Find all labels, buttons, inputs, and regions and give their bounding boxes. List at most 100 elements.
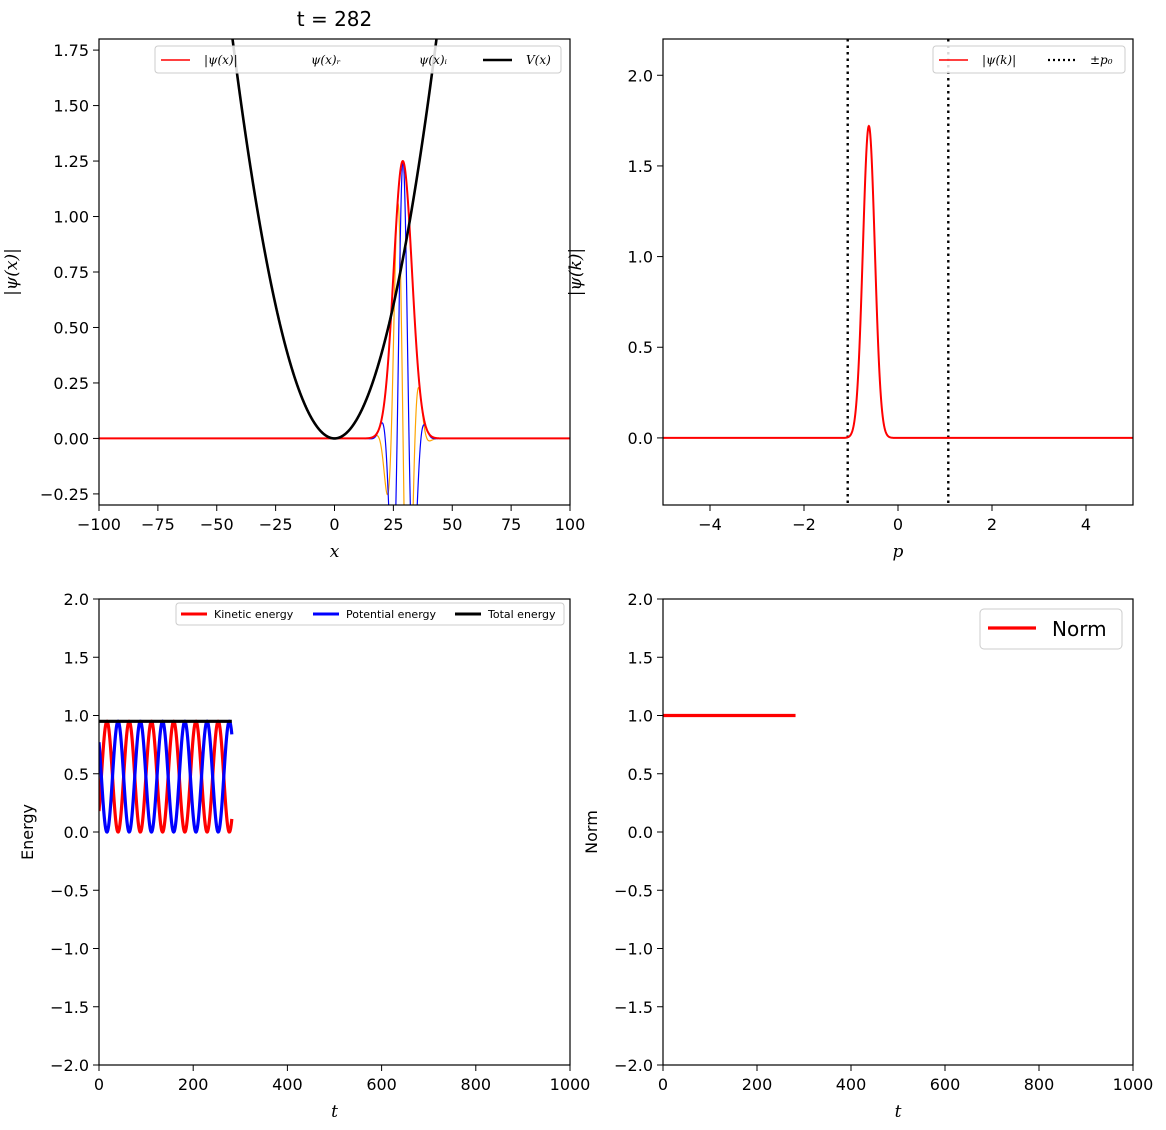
plot-frame [662,38,1134,506]
y-tick-label: −1.5 [50,998,89,1017]
y-tick-label: −0.5 [614,881,653,900]
legend-label: V(x) [526,53,551,67]
chart-norm: 0 200 400 600 800 1000 −2.0 −1.5 −1.0 −0.5 0.0 0.5 1… [582,590,1153,1122]
x-tick-label: 1000 [550,1075,591,1094]
legend-box [979,608,1123,650]
y-tick-label: 2.0 [628,66,653,85]
plot-area [99,719,234,834]
y-tick-label: −1.0 [50,940,89,959]
y-tick-label: 1.75 [53,41,89,60]
chart-energy: 0 200 400 600 800 1000 −2.0 −1.5 −1.0 −0.5 0.0 0.5 1… [18,590,590,1122]
y-tick-label: 0.0 [628,823,653,842]
x-tick-label: 200 [742,1075,773,1094]
y-tick-label: 0.5 [628,765,653,784]
chart-psi-x: −100 −75 −50 −25 0 25 50 75 100 −0.25 0.00 0.25 0.50… [2,7,586,562]
legend-label: ψ(x)ᵢ [419,53,448,67]
x-tick-label: 0 [94,1075,104,1094]
y-tick-label: −0.5 [50,881,89,900]
x-tick-label: 800 [461,1075,492,1094]
legend-label: Kinetic energy [214,608,294,621]
legend: Kinetic energy Potential energy Total ener… [175,602,565,626]
x-tick-label: 400 [272,1075,303,1094]
x-axis-label: p [893,542,904,562]
chart-title: t = 282 [297,7,373,31]
legend-label: ψ(x)ᵣ [311,53,341,67]
series-potential [99,719,234,834]
series-psi-k [663,124,1133,439]
y-tick-label: 1.0 [628,707,653,726]
x-axis-label: t [331,1102,338,1122]
legend-label: Potential energy [346,608,437,621]
legend: |ψ(x)| ψ(x)ᵣ ψ(x)ᵢ V(x) [154,45,562,74]
x-tick-label: 0 [893,515,903,534]
legend-label: |ψ(k)| [982,53,1016,67]
y-tick-label: 2.0 [628,590,653,609]
y-tick-label: −0.25 [40,485,89,504]
y-tick-label: 0.25 [53,374,89,393]
plot-frame [98,598,571,1066]
x-tick-label: 600 [930,1075,961,1094]
chart-psi-k: −4 −2 0 2 4 0.0 0.5 1.0 1.5 2.0 p |ψ(k)| |ψ(k)| ±p₀ [566,38,1134,562]
y-tick-label: 1.0 [64,707,89,726]
x-tick-label: −75 [141,515,175,534]
legend-box [175,602,565,626]
x-tick-label: 100 [555,515,586,534]
plot-frame [662,598,1134,1066]
x-tick-label: 25 [383,515,403,534]
x-tick-label: 0 [329,515,339,534]
x-tick-label: 200 [178,1075,209,1094]
x-tick-label: 1000 [1113,1075,1154,1094]
x-tick-label: −25 [259,515,293,534]
legend-box [154,45,562,74]
x-tick-label: −100 [77,515,121,534]
legend-label: Norm [1052,617,1107,641]
legend: |ψ(k)| ±p₀ [932,45,1126,74]
y-tick-label: 1.5 [628,157,653,176]
x-tick-label: 2 [987,515,997,534]
y-tick-label: 1.50 [53,97,89,116]
y-tick-label: 1.5 [628,648,653,667]
y-tick-label: 0.5 [64,765,89,784]
y-tick-label: −2.0 [50,1056,89,1075]
series-psi-real [99,202,570,505]
series-psi-abs [99,160,570,440]
x-tick-label: 800 [1024,1075,1055,1094]
y-tick-label: 0.0 [628,429,653,448]
y-tick-label: 0.50 [53,318,89,337]
y-tick-label: 1.25 [53,152,89,171]
y-tick-label: −2.0 [614,1056,653,1075]
y-axis-label: |ψ(k)| [566,248,586,296]
legend-label: |ψ(x)| [204,53,238,67]
y-tick-label: 2.0 [64,590,89,609]
y-axis-label: Energy [18,804,37,860]
y-tick-label: −1.5 [614,998,653,1017]
plot-area [99,39,570,505]
y-tick-label: −1.0 [614,940,653,959]
y-tick-label: 1.00 [53,208,89,227]
legend: Norm [979,608,1123,650]
x-tick-label: 4 [1081,515,1091,534]
y-tick-label: 0.00 [53,429,89,448]
x-axis-label: t [895,1102,902,1122]
y-tick-label: 1.5 [64,648,89,667]
x-tick-label: −2 [792,515,816,534]
y-tick-label: 1.0 [628,248,653,267]
x-tick-label: 0 [658,1075,668,1094]
x-tick-label: −50 [200,515,234,534]
x-axis-label: x [330,542,340,562]
legend-box [932,45,1126,74]
legend-label: ±p₀ [1090,53,1113,67]
x-tick-label: 75 [501,515,521,534]
x-tick-label: 400 [836,1075,867,1094]
x-tick-label: 600 [366,1075,397,1094]
x-tick-label: −4 [698,515,722,534]
legend-label: Total energy [487,608,556,621]
y-tick-label: 0.5 [628,338,653,357]
y-tick-label: 0.0 [64,823,89,842]
y-tick-label: 0.75 [53,263,89,282]
series-potential [231,39,438,440]
y-axis-label: |ψ(x)| [2,248,22,296]
series-kinetic [99,719,234,834]
plot-area [663,39,1133,505]
